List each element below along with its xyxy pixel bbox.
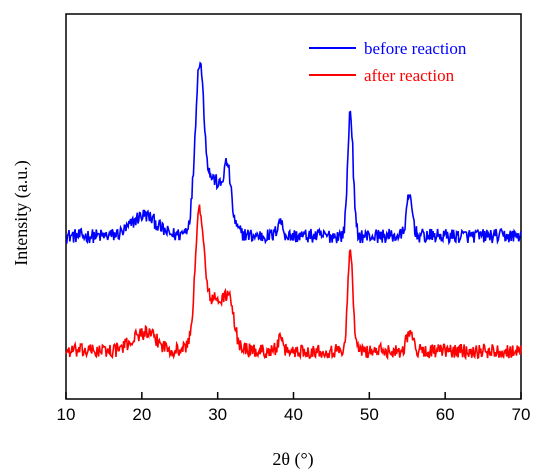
series-line-before-reaction	[66, 61, 522, 246]
x-axis-title: 2θ (°)	[272, 449, 313, 470]
legend-label-after: after reaction	[364, 66, 455, 85]
series-line-after-reaction	[65, 204, 522, 361]
x-tick-label: 30	[208, 405, 227, 424]
x-tick-label: 50	[360, 405, 379, 424]
x-tick-label: 40	[284, 405, 303, 424]
series-group	[65, 61, 522, 361]
x-tick-label: 60	[436, 405, 455, 424]
x-tick-label: 20	[132, 405, 151, 424]
x-tick-label: 70	[512, 405, 531, 424]
x-axis-ticks: 10 20 30 40 50 60 70	[57, 392, 531, 424]
y-axis-title: Intensity (a.u.)	[11, 160, 32, 265]
x-tick-label: 10	[57, 405, 76, 424]
legend-label-before: before reaction	[364, 39, 467, 58]
legend: before reaction after reaction	[309, 39, 467, 85]
